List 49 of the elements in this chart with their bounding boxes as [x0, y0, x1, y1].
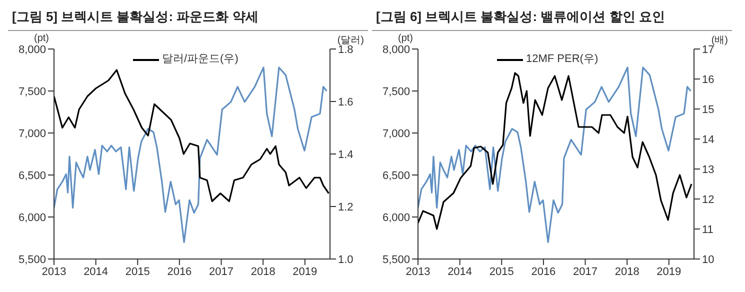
y-tick-label: 8,000 [382, 44, 410, 56]
y-tick-label: 7,500 [18, 86, 46, 98]
legend-label: 12MF PER(우) [526, 52, 598, 67]
y2-tick-label: 12 [702, 194, 714, 206]
legend-label: 달러/파운드(우) [162, 52, 238, 67]
x-tick-label: 2015 [489, 266, 514, 278]
y2-tick-label: 13 [702, 164, 714, 176]
y-tick-label: 8,000 [18, 44, 46, 56]
y-tick-label: 7,000 [382, 128, 410, 140]
x-tick-label: 2019 [656, 266, 682, 278]
line-series [54, 69, 330, 202]
y-axis-title: (pt) [34, 33, 49, 44]
line-series [54, 66, 328, 243]
y-axis-title: (pt) [398, 33, 413, 44]
x-tick-label: 2018 [614, 266, 640, 278]
y2-tick-label: 10 [702, 254, 714, 266]
x-tick-label: 2019 [292, 266, 318, 278]
y2-tick-label: 1.6 [338, 96, 354, 108]
y-tick-label: 6,000 [18, 212, 46, 224]
chart-title: [그림 6] 브렉시트 불확실성: 밸류에이션 할인 요인 [372, 8, 732, 31]
y-tick-label: 7,500 [382, 86, 410, 98]
y2-tick-label: 11 [702, 224, 714, 236]
y2-tick-label: 1.8 [338, 44, 354, 56]
x-tick-label: 2018 [250, 266, 276, 278]
y-tick-label: 7,000 [18, 128, 46, 140]
y2-tick-label: 14 [702, 134, 714, 146]
y-tick-label: 5,500 [382, 254, 410, 266]
x-tick-label: 2014 [448, 266, 472, 278]
y-tick-label: 6,500 [382, 170, 410, 182]
x-tick-label: 2014 [84, 266, 108, 278]
y2-tick-label: 1.4 [338, 148, 354, 161]
y2-axis-title: (달러) [337, 34, 364, 46]
x-tick-label: 2017 [573, 266, 598, 278]
y-tick-label: 6,500 [18, 170, 46, 182]
y-tick-label: 5,500 [18, 254, 46, 266]
y2-tick-label: 15 [702, 104, 714, 116]
x-tick-label: 2015 [125, 266, 150, 278]
x-tick-label: 2016 [531, 266, 556, 278]
x-tick-label: 2013 [406, 266, 430, 278]
x-tick-label: 2013 [42, 266, 66, 278]
x-tick-label: 2017 [209, 266, 234, 278]
y2-axis-title: (배) [711, 34, 728, 46]
y-tick-label: 6,000 [382, 212, 410, 224]
y2-tick-label: 1.0 [338, 254, 354, 266]
chart-title: [그림 5] 브렉시트 불확실성: 파운드화 약세 [8, 8, 368, 31]
y2-tick-label: 17 [702, 44, 714, 56]
y2-tick-label: 16 [702, 74, 714, 86]
x-tick-label: 2016 [167, 266, 192, 278]
y2-tick-label: 1.2 [338, 201, 354, 214]
